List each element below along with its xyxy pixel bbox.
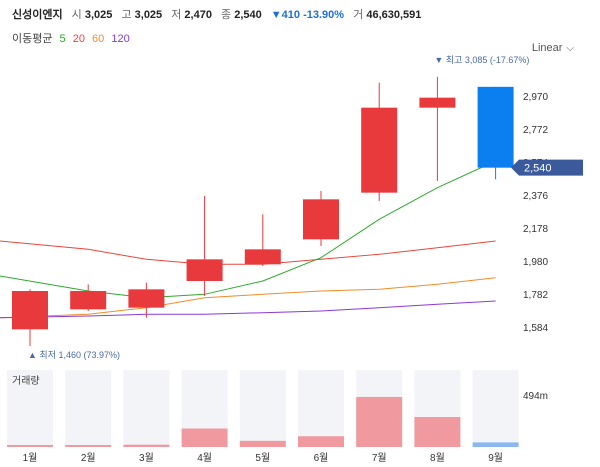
y-axis-tick: 2,772 bbox=[523, 125, 548, 136]
y-axis-tick: 1,980 bbox=[523, 257, 548, 268]
candle-body bbox=[419, 97, 456, 108]
min-price-label: ▲ 최저 1,460 (73.97%) bbox=[28, 350, 120, 360]
ma-legend-title: 이동평균 bbox=[12, 33, 53, 45]
volume-bar bbox=[181, 428, 228, 447]
y-axis-tick: 2,178 bbox=[523, 224, 548, 235]
volume-bar bbox=[298, 436, 344, 447]
stock-name: 신성이엔지 bbox=[12, 9, 63, 21]
moving-average-line-60 bbox=[0, 277, 496, 319]
volume-title: 거래량 bbox=[12, 375, 40, 387]
x-axis-tick: 8월 bbox=[430, 452, 445, 464]
max-price-label: ▼ 최고 3,085 (-17.67%) bbox=[434, 55, 529, 65]
volume-panel-bg bbox=[65, 370, 112, 447]
y-axis-tick: 2,376 bbox=[523, 191, 548, 202]
candle bbox=[128, 282, 165, 318]
x-axis-tick: 1월 bbox=[23, 452, 38, 464]
volume-panel-bg bbox=[123, 370, 170, 447]
candle-body bbox=[361, 107, 398, 193]
x-axis-tick: 2월 bbox=[81, 452, 96, 464]
volume-bar bbox=[414, 416, 461, 447]
high-label: 고 bbox=[121, 9, 132, 21]
candle-body bbox=[186, 259, 223, 281]
candle-body bbox=[70, 291, 107, 310]
candle bbox=[70, 284, 107, 311]
candle bbox=[186, 196, 223, 296]
x-axis-tick: 6월 bbox=[314, 452, 329, 464]
ma-legend-120[interactable]: 120 bbox=[111, 33, 130, 45]
open-value: 3,025 bbox=[84, 9, 113, 21]
open-label: 시 bbox=[71, 9, 82, 21]
ma-legend-5[interactable]: 5 bbox=[59, 33, 66, 45]
volume-axis-tick: 494m bbox=[523, 391, 548, 402]
volume-panel-bg bbox=[239, 370, 286, 447]
high-value: 3,025 bbox=[134, 9, 163, 21]
low-label: 저 bbox=[171, 9, 182, 21]
close-value: 2,540 bbox=[234, 9, 262, 21]
volume-bar bbox=[123, 444, 170, 447]
volume-bar bbox=[7, 445, 53, 447]
y-axis-tick: 1,584 bbox=[523, 323, 548, 334]
volume-bar bbox=[472, 442, 519, 447]
candle-body bbox=[303, 199, 339, 240]
volume-bar bbox=[356, 396, 403, 447]
x-axis-tick: 4월 bbox=[197, 452, 212, 464]
volume-label: 거 bbox=[353, 9, 364, 21]
x-axis-tick: 5월 bbox=[255, 452, 270, 464]
candle-body bbox=[244, 249, 281, 265]
x-axis-tick: 7월 bbox=[372, 452, 387, 464]
stock-summary: 신성이엔지 시 3,025 고 3,025 저 2,470 종 2,540 ▼4… bbox=[12, 6, 427, 22]
close-label: 종 bbox=[221, 9, 232, 21]
moving-average-line-120 bbox=[0, 300, 496, 319]
y-axis-tick: 1,782 bbox=[523, 290, 548, 301]
x-axis-tick: 3월 bbox=[139, 452, 154, 464]
current-price-tag bbox=[511, 159, 583, 176]
candle-body bbox=[477, 86, 514, 168]
chevron-down-icon: ⌵ bbox=[566, 43, 574, 54]
scale-dropdown-label: Linear bbox=[531, 42, 563, 54]
candle bbox=[477, 86, 514, 180]
volume-panel-bg bbox=[472, 370, 519, 447]
candle-body bbox=[128, 289, 165, 308]
y-axis-tick: 2,970 bbox=[523, 92, 548, 103]
volume-value: 46,630,591 bbox=[366, 9, 422, 21]
candle bbox=[244, 214, 281, 266]
candle bbox=[419, 76, 456, 181]
candle-body bbox=[12, 291, 48, 330]
change-value: ▼410 -13.90% bbox=[270, 9, 345, 21]
volume-bar bbox=[65, 445, 112, 447]
volume-panel-bg bbox=[298, 370, 344, 447]
moving-average-legend: 이동평균 5 20 60 120 bbox=[12, 30, 134, 46]
moving-average-line-5 bbox=[0, 160, 496, 299]
volume-bar bbox=[239, 440, 286, 447]
ma-legend-60[interactable]: 60 bbox=[92, 33, 105, 45]
low-value: 2,470 bbox=[184, 9, 212, 21]
current-price-value: 2,540 bbox=[524, 163, 552, 175]
ma-legend-20[interactable]: 20 bbox=[72, 33, 85, 45]
candle bbox=[303, 191, 339, 246]
scale-dropdown[interactable]: Linear ⌵ bbox=[532, 42, 574, 54]
volume-panel-bg bbox=[7, 370, 53, 447]
candle bbox=[361, 82, 398, 201]
candle bbox=[12, 289, 48, 346]
x-axis-tick: 9월 bbox=[488, 452, 503, 464]
